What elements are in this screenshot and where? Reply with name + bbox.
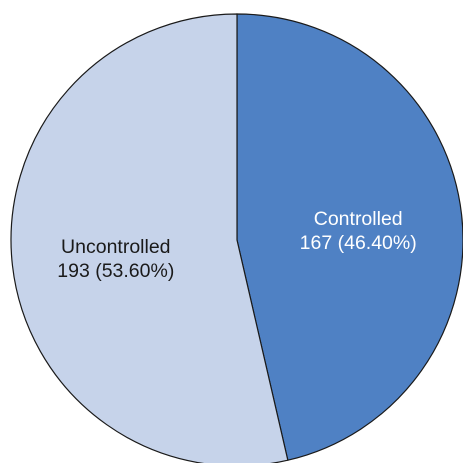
slice-uncontrolled-name-label: Uncontrolled xyxy=(61,236,170,258)
slice-controlled-name-label: Controlled xyxy=(314,208,403,230)
pie-slice-uncontrolled xyxy=(10,13,289,463)
pie-slices xyxy=(10,13,463,463)
slice-controlled-value-label: 167 (46.40%) xyxy=(300,232,417,254)
slice-uncontrolled-value-label: 193 (53.60%) xyxy=(57,260,174,282)
pie-slice-controlled xyxy=(236,13,463,461)
pie-labels: Controlled 167 (46.40%) Uncontrolled 193… xyxy=(57,208,416,282)
